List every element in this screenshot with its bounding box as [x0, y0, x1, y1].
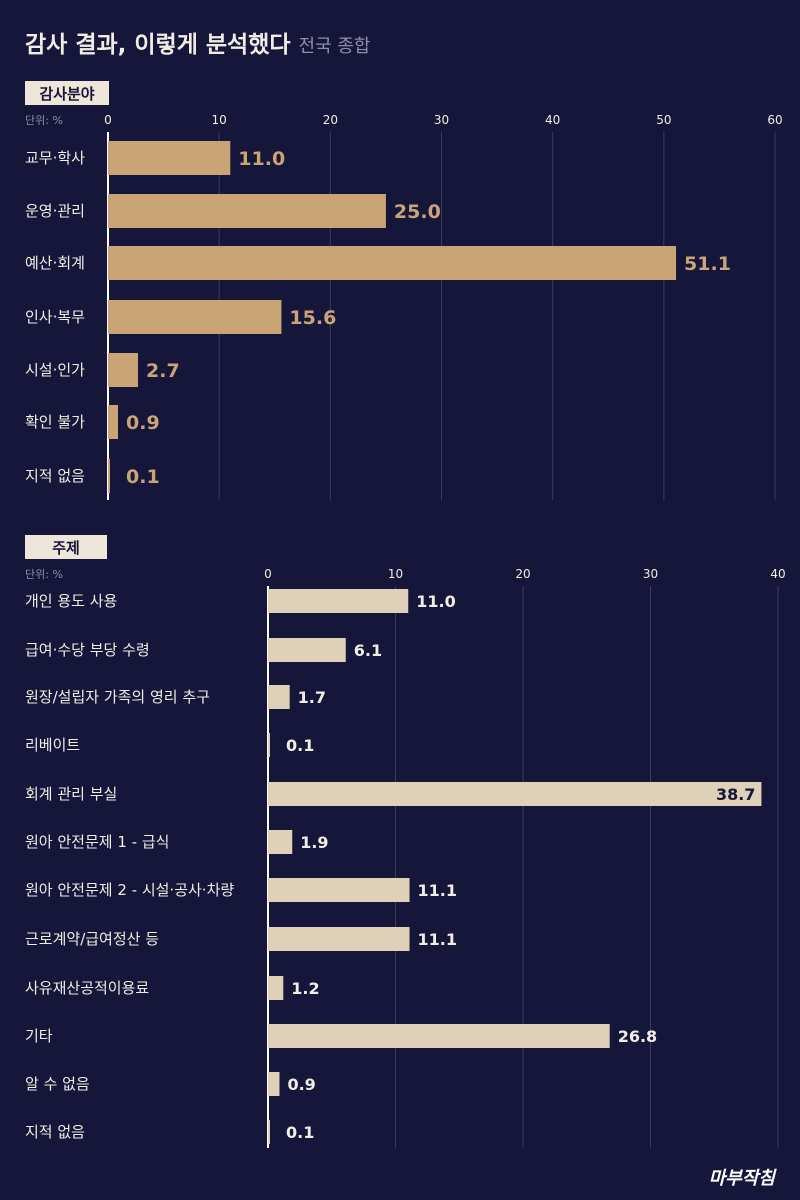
bar	[268, 927, 410, 951]
value-label: 1.7	[298, 688, 326, 707]
value-label: 11.1	[418, 881, 457, 900]
value-label: 0.9	[287, 1075, 315, 1094]
bar	[108, 405, 119, 439]
bar	[268, 782, 762, 806]
section-label: 감사분야	[39, 85, 94, 103]
x-tick-label: 20	[323, 113, 338, 127]
x-tick-label: 0	[104, 113, 112, 127]
bar	[268, 685, 290, 709]
category-label: 지적 없음	[25, 467, 85, 485]
value-label: 38.7	[716, 785, 755, 804]
x-tick-label: 20	[515, 567, 530, 581]
bar	[268, 1024, 610, 1048]
category-label: 지적 없음	[25, 1123, 85, 1141]
value-label: 1.9	[300, 833, 328, 852]
logo: 마부작침	[709, 1168, 778, 1189]
category-label: 원아 안전문제 1 - 급식	[25, 833, 169, 851]
bar	[108, 246, 677, 280]
category-label: 시설·인가	[25, 361, 85, 379]
value-label: 15.6	[289, 307, 336, 329]
chart-title: 감사 결과, 이렇게 분석했다	[25, 32, 291, 58]
bar	[108, 141, 231, 175]
value-label: 0.1	[126, 466, 160, 488]
value-label: 25.0	[394, 201, 441, 223]
category-label: 리베이트	[25, 736, 80, 754]
value-label: 11.0	[238, 148, 285, 170]
unit-label: 단위: %	[25, 568, 63, 581]
bar	[108, 353, 139, 387]
x-tick-label: 30	[434, 113, 449, 127]
value-label: 0.9	[126, 412, 160, 434]
value-label: 26.8	[618, 1027, 657, 1046]
bar	[108, 459, 110, 493]
category-label: 원아 안전문제 2 - 시설·공사·차량	[25, 881, 234, 899]
category-label: 예산·회계	[25, 254, 85, 272]
bar	[108, 300, 282, 334]
value-label: 11.0	[416, 592, 455, 611]
value-label: 1.2	[291, 979, 319, 998]
value-label: 11.1	[418, 930, 457, 949]
x-tick-label: 10	[388, 567, 403, 581]
section-label-box	[25, 535, 107, 559]
value-label: 6.1	[354, 641, 382, 660]
category-label: 운영·관리	[25, 202, 85, 220]
bar	[268, 1120, 270, 1144]
value-label: 0.1	[286, 1123, 314, 1142]
bar	[268, 1072, 280, 1096]
x-tick-label: 50	[656, 113, 671, 127]
chart-subtitle: 전국 종합	[299, 36, 371, 57]
category-label: 원장/설립자 가족의 영리 추구	[25, 688, 210, 706]
category-label: 인사·복무	[25, 308, 85, 326]
bar	[108, 194, 386, 228]
category-label: 급여·수당 부당 수령	[25, 641, 150, 659]
x-tick-label: 40	[770, 567, 785, 581]
value-label: 51.1	[684, 253, 731, 275]
category-label: 개인 용도 사용	[25, 592, 117, 610]
value-label: 0.1	[286, 736, 314, 755]
value-label: 2.7	[146, 360, 180, 382]
bar	[268, 733, 270, 757]
x-tick-label: 30	[643, 567, 658, 581]
bar	[268, 976, 284, 1000]
category-label: 회계 관리 부실	[25, 785, 117, 803]
bar	[268, 589, 409, 613]
bar	[268, 830, 293, 854]
category-label: 알 수 없음	[25, 1075, 90, 1093]
category-label: 기타	[25, 1027, 53, 1045]
section-label: 주제	[52, 539, 80, 557]
category-label: 확인 불가	[25, 413, 85, 431]
category-label: 근로계약/급여정산 등	[25, 930, 159, 948]
category-label: 사유재산공적이용료	[25, 979, 149, 997]
section-label-box	[25, 81, 109, 105]
x-tick-label: 60	[767, 113, 782, 127]
category-label: 교무·학사	[25, 149, 85, 167]
unit-label: 단위: %	[25, 114, 63, 127]
x-tick-label: 10	[212, 113, 227, 127]
x-tick-label: 0	[264, 567, 272, 581]
bar	[268, 878, 410, 902]
x-tick-label: 40	[545, 113, 560, 127]
bar	[268, 638, 346, 662]
